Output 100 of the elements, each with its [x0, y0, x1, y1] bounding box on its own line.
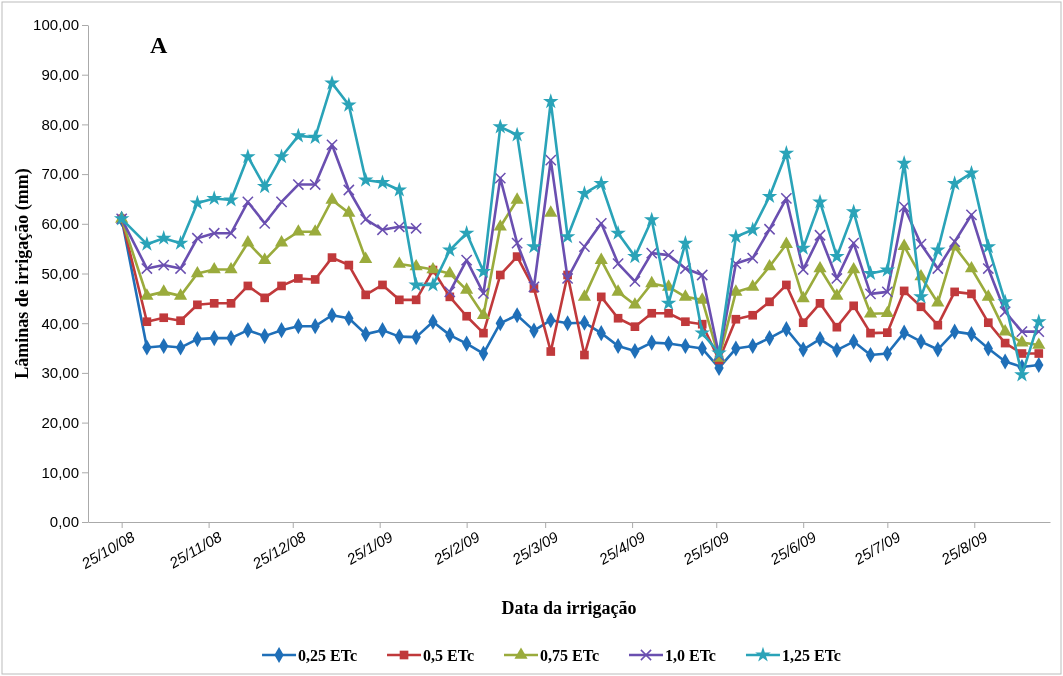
point	[645, 275, 659, 288]
point	[746, 279, 760, 291]
point	[206, 190, 222, 206]
point	[342, 205, 356, 217]
point	[307, 129, 323, 144]
point	[796, 290, 810, 303]
legend-label: 0,5 ETc	[423, 646, 475, 664]
point	[342, 184, 355, 196]
point	[1034, 349, 1044, 358]
point	[780, 192, 793, 205]
point	[679, 262, 692, 275]
point	[410, 222, 423, 235]
point	[226, 298, 236, 308]
point	[782, 280, 791, 290]
point	[357, 171, 374, 187]
point	[762, 258, 777, 271]
legend-label: 1,25 ETc	[781, 646, 841, 664]
point	[576, 185, 593, 201]
point	[643, 211, 660, 227]
point	[983, 318, 993, 328]
point	[730, 257, 742, 270]
point	[341, 96, 357, 112]
point	[847, 261, 861, 274]
point	[292, 178, 305, 191]
point	[442, 241, 458, 257]
point	[426, 261, 440, 274]
point	[829, 248, 845, 264]
y-tick-label: 40,00	[41, 314, 79, 332]
point	[561, 272, 574, 285]
point	[193, 300, 202, 310]
point	[795, 239, 811, 255]
point	[308, 224, 322, 236]
point	[309, 178, 322, 191]
point	[645, 247, 658, 259]
point	[1031, 313, 1047, 329]
point	[696, 269, 709, 281]
legend-label: 0,75 ETc	[540, 646, 599, 664]
point	[460, 254, 473, 266]
point	[509, 126, 525, 142]
point	[813, 260, 827, 273]
point	[544, 154, 557, 167]
point	[207, 261, 221, 274]
point	[967, 289, 976, 299]
point	[275, 196, 288, 208]
chart-title: A	[150, 32, 168, 58]
point	[797, 263, 810, 276]
point	[628, 297, 642, 309]
point	[916, 302, 926, 312]
point	[866, 328, 875, 338]
point	[930, 241, 946, 257]
y-tick-label: 60,00	[41, 215, 79, 233]
point	[140, 288, 154, 300]
point	[291, 224, 305, 236]
point	[191, 232, 204, 245]
point	[580, 350, 589, 360]
point	[832, 322, 842, 332]
point	[647, 308, 657, 318]
point	[830, 272, 843, 285]
point	[931, 262, 944, 275]
point	[495, 270, 505, 280]
point	[761, 188, 778, 204]
point	[998, 324, 1012, 336]
point	[142, 317, 152, 327]
point	[139, 236, 155, 251]
y-tick-label: 70,00	[41, 165, 79, 183]
point	[159, 313, 169, 323]
point	[510, 192, 524, 204]
point	[476, 307, 491, 320]
point	[223, 191, 239, 207]
point	[931, 295, 945, 307]
point	[408, 276, 424, 292]
y-tick-label: 100,00	[33, 16, 79, 34]
point	[933, 320, 943, 330]
point	[798, 318, 808, 328]
point	[376, 223, 389, 236]
point	[258, 252, 272, 264]
point	[1032, 337, 1046, 349]
point	[326, 138, 338, 151]
point	[511, 237, 523, 250]
x-axis-title: Data da irrigação	[501, 598, 637, 618]
point	[394, 295, 404, 305]
y-tick-label: 50,00	[41, 264, 79, 282]
point	[393, 220, 406, 233]
y-axis-title: Lâminas de irrigação (mm)	[12, 168, 33, 379]
point	[479, 328, 488, 338]
point	[172, 235, 189, 250]
point	[190, 265, 204, 278]
point	[310, 275, 320, 284]
point	[660, 295, 677, 310]
point	[915, 238, 927, 251]
point	[1015, 334, 1029, 347]
point	[965, 208, 978, 221]
point	[241, 235, 255, 247]
point	[595, 217, 608, 230]
point	[273, 148, 290, 164]
point	[1017, 349, 1027, 358]
point	[999, 305, 1011, 318]
point	[274, 235, 289, 247]
point	[458, 225, 475, 240]
point	[997, 293, 1013, 309]
